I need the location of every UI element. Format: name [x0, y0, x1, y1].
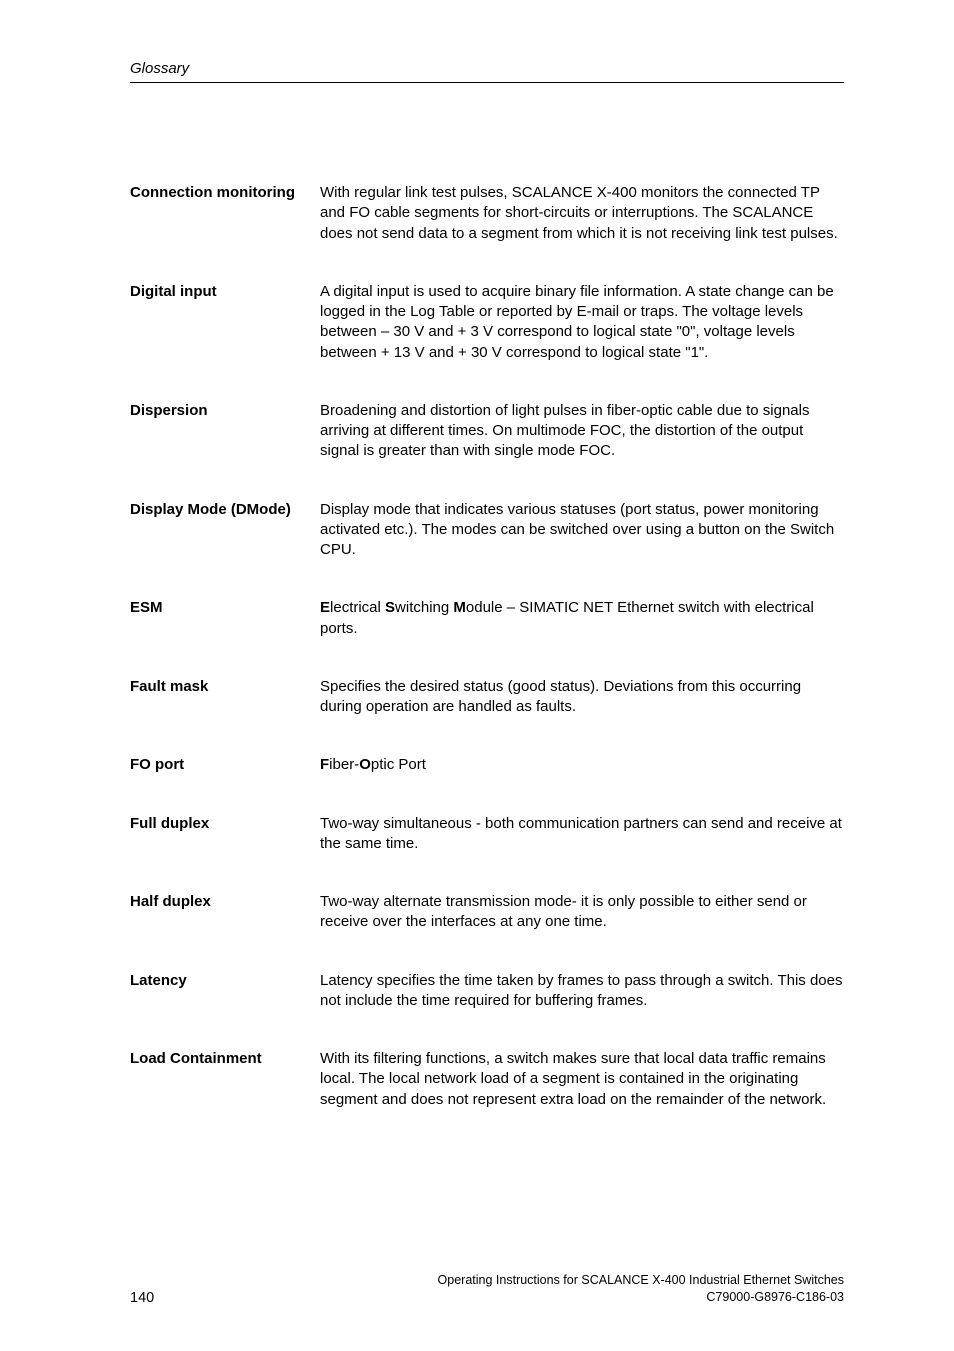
- footer-right-block: Operating Instructions for SCALANCE X-40…: [438, 1272, 844, 1306]
- page-container: Glossary Connection monitor­ingWith regu…: [0, 0, 954, 1351]
- glossary-entry: Half duplexTwo-way alternate transmissio…: [130, 892, 844, 933]
- glossary-term: Full duplex: [130, 814, 320, 834]
- glossary-definition: Display mode that indicates various stat…: [320, 500, 844, 561]
- footer-line2: C79000-G8976-C186-03: [438, 1289, 844, 1306]
- glossary-term: Connection monitor­ing: [130, 183, 320, 203]
- glossary-entry: DispersionBroadening and distortion of l…: [130, 401, 844, 462]
- glossary-entry: Connection monitor­ingWith regular link …: [130, 183, 844, 244]
- glossary-term: Fault mask: [130, 677, 320, 697]
- glossary-definition: Latency specifies the time taken by fram…: [320, 971, 844, 1012]
- glossary-entry: Fault maskSpecifies the desired status (…: [130, 677, 844, 718]
- glossary-entry: Digital inputA digital input is used to …: [130, 282, 844, 363]
- glossary-entry: LatencyLatency specifies the time taken …: [130, 971, 844, 1012]
- glossary-entry: Display Mode (DMode)Display mode that in…: [130, 500, 844, 561]
- glossary-definition: Fiber-Optic Port: [320, 755, 844, 775]
- footer-line1: Operating Instructions for SCALANCE X-40…: [438, 1272, 844, 1289]
- glossary-entry: FO portFiber-Optic Port: [130, 755, 844, 775]
- glossary-term: Digital input: [130, 282, 320, 302]
- glossary-term: Display Mode (DMode): [130, 500, 320, 520]
- glossary-entries: Connection monitor­ingWith regular link …: [130, 183, 844, 1110]
- glossary-term: Latency: [130, 971, 320, 991]
- glossary-definition: A digital input is used to acquire binar…: [320, 282, 844, 363]
- footer-page-number: 140: [130, 1290, 154, 1306]
- glossary-definition: Two-way simultaneous - both communicatio…: [320, 814, 844, 855]
- header-area: Glossary: [130, 60, 844, 83]
- glossary-definition: Broadening and distortion of light pulse…: [320, 401, 844, 462]
- glossary-definition: With regular link test pulses, SCALANCE …: [320, 183, 844, 244]
- footer: 140 Operating Instructions for SCALANCE …: [130, 1272, 844, 1306]
- glossary-definition: Specifies the desired status (good statu…: [320, 677, 844, 718]
- glossary-entry: Load ContainmentWith its filtering funct…: [130, 1049, 844, 1110]
- glossary-definition: Electrical Switching Module – SIMATIC NE…: [320, 598, 844, 639]
- glossary-term: Dispersion: [130, 401, 320, 421]
- glossary-definition: Two-way alternate transmission mode- it …: [320, 892, 844, 933]
- glossary-term: Half duplex: [130, 892, 320, 912]
- glossary-entry: Full duplexTwo-way simultaneous - both c…: [130, 814, 844, 855]
- header-title: Glossary: [130, 60, 844, 77]
- glossary-definition: With its filtering functions, a switch m…: [320, 1049, 844, 1110]
- glossary-term: FO port: [130, 755, 320, 775]
- glossary-term: Load Containment: [130, 1049, 320, 1069]
- glossary-entry: ESMElectrical Switching Module – SIMATIC…: [130, 598, 844, 639]
- glossary-term: ESM: [130, 598, 320, 618]
